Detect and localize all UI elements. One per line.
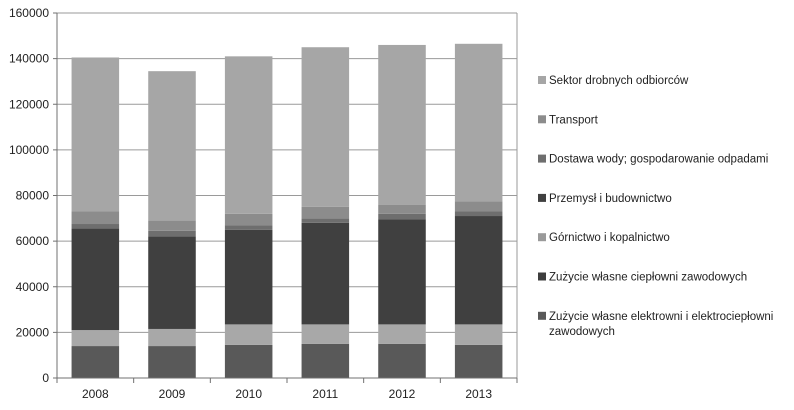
bar-segment-2009-series-1 (148, 328, 196, 347)
legend-swatch (538, 76, 546, 84)
legend-swatch (538, 193, 546, 202)
y-tick-label: 20000 (16, 325, 50, 339)
legend-label: Dostawa wody; gospodarowanie odpadami (549, 154, 768, 166)
gridlines (57, 12, 518, 378)
y-tick-label: 120000 (9, 97, 49, 111)
bar-segment-2008-series-6 (71, 57, 120, 212)
legend-label: Górnictwo i kopalnictwo (549, 232, 670, 244)
legend-label: Transport (549, 114, 599, 126)
bar-segment-2011-series-4 (301, 218, 350, 223)
bar-segment-2008-series-5 (71, 211, 120, 225)
bar-segment-2013-series-6 (454, 43, 503, 202)
bar-segment-2011-series-0 (301, 343, 350, 378)
bar-segment-2010-series-0 (224, 344, 273, 378)
bar-segment-2012-series-3 (378, 219, 426, 325)
legend-swatch (538, 311, 546, 320)
legend: Sektor drobnych odbiorców Transport Dostaw… (538, 75, 773, 338)
bar-segment-2012-series-6 (378, 44, 426, 205)
bar-segment-2010-series-5 (224, 213, 273, 226)
legend-swatch (538, 154, 546, 163)
x-tick-label: 2010 (235, 387, 262, 401)
bar-segment-2009-series-6 (148, 71, 196, 221)
bar-segment-2011-series-5 (301, 206, 350, 219)
x-tick-label: 2009 (159, 387, 186, 401)
bar-segment-2011-series-3 (301, 222, 350, 325)
bar-segment-2010-series-4 (224, 225, 273, 230)
legend-label: Sektor drobnych odbiorców (549, 75, 689, 87)
bar-segment-2009-series-0 (148, 346, 196, 378)
y-tick-label: 100000 (9, 143, 49, 157)
x-tick-labels: 2008 2009 2010 2011 2012 2013 (82, 387, 492, 401)
bar-segment-2013-series-0 (454, 344, 503, 378)
bar-segment-2008-series-0 (71, 346, 120, 378)
bar-segment-2013-series-4 (454, 211, 503, 217)
y-tick-label: 80000 (16, 189, 50, 203)
x-tick-label: 2008 (82, 387, 109, 401)
x-tick-label: 2013 (465, 387, 492, 401)
legend-label: Przemysł i budownictwo (549, 193, 672, 205)
axes (53, 12, 518, 383)
bar-segment-2008-series-1 (71, 330, 120, 347)
bar-segment-2013-series-5 (454, 201, 503, 212)
x-tick-label: 2011 (312, 387, 338, 401)
bar-segment-2013-series-1 (454, 324, 503, 345)
bar-segment-2009-series-4 (148, 230, 196, 237)
legend-swatch (538, 233, 546, 242)
bar-segment-2012-series-0 (378, 343, 426, 378)
legend-swatch (538, 115, 546, 124)
bars (71, 43, 503, 378)
bar-segment-2010-series-3 (224, 229, 273, 325)
bar-segment-2013-series-3 (454, 216, 503, 325)
legend-label: Zużycie własne ciepłowni zawodowych (549, 272, 747, 284)
bar-segment-2010-series-1 (224, 324, 273, 345)
bar-segment-2009-series-3 (148, 236, 196, 329)
bar-segment-2009-series-5 (148, 220, 196, 231)
legend-label: Zużycie własne elektrowni i elektrociepł… (549, 311, 773, 338)
bar-segment-2008-series-4 (71, 224, 120, 229)
bar-segment-2008-series-3 (71, 228, 120, 331)
y-tick-label: 0 (42, 371, 49, 385)
bar-segment-2011-series-1 (301, 324, 350, 344)
bar-segment-2012-series-1 (378, 324, 426, 344)
bar-segment-2010-series-6 (224, 56, 273, 214)
x-tick-label: 2012 (389, 387, 416, 401)
bar-segment-2012-series-4 (378, 213, 426, 220)
legend-swatch (538, 272, 546, 281)
bar-segment-2012-series-5 (378, 204, 426, 214)
y-tick-labels: 0 20000 40000 60000 80000 100000 120000 140000 1… (9, 6, 49, 385)
bar-segment-2011-series-6 (301, 47, 350, 207)
y-tick-label: 40000 (16, 280, 50, 294)
y-tick-label: 140000 (9, 52, 49, 66)
y-tick-label: 60000 (16, 234, 50, 248)
y-tick-label: 160000 (9, 6, 49, 20)
